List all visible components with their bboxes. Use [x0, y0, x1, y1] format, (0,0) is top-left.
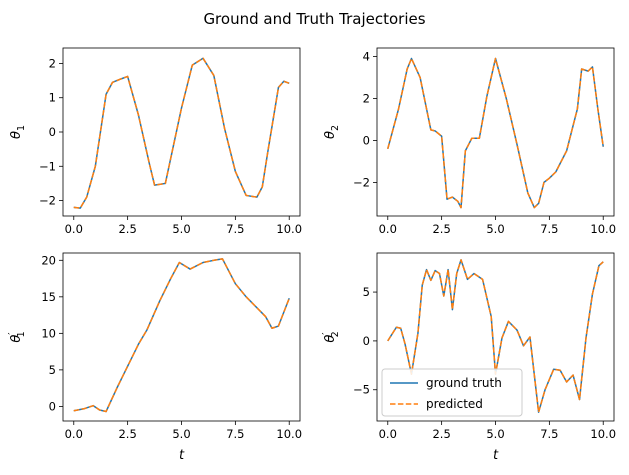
- y-tick-label: 15: [41, 290, 56, 304]
- x-tick-label: 2.5: [432, 222, 450, 236]
- x-tick-label: 2.5: [118, 222, 136, 236]
- x-axis-label: t: [179, 448, 185, 463]
- subplot-1: 0.0 2.5 5.0 7.5 10.0 −2 −1 0 1 2 θ1: [9, 47, 302, 236]
- y-tick-label: −2: [353, 175, 370, 189]
- y-axis-label: θ′2: [321, 331, 341, 342]
- y-tick-label: 0: [363, 133, 370, 147]
- legend-label: ground truth: [426, 376, 502, 390]
- x-tick-label: 0.0: [379, 427, 397, 441]
- x-tick-label: 0.0: [65, 427, 83, 441]
- series-predicted-line: [73, 57, 290, 209]
- y-axis-label: θ′1: [7, 331, 27, 342]
- series-predicted-line: [73, 258, 290, 413]
- y-tick-label: 4: [363, 49, 370, 63]
- x-tick-label: 7.5: [226, 222, 244, 236]
- subplot-2: 0.0 2.5 5.0 7.5 10.0 −2 0 2 4 θ2: [323, 47, 616, 236]
- series-ground-truth-line: [73, 57, 290, 209]
- x-tick-label: 7.5: [540, 427, 558, 441]
- x-tick-label: 0.0: [379, 222, 397, 236]
- figure-title: Ground and Truth Trajectories: [203, 10, 425, 28]
- y-tick-label: 5: [49, 363, 56, 377]
- subplot-3: 0.0 2.5 5.0 7.5 10.0 0 5 10 15 20 θ′1 t: [7, 252, 302, 463]
- y-tick-label: −2: [39, 194, 56, 208]
- x-tick-label: 7.5: [540, 222, 558, 236]
- x-tick-label: 0.0: [65, 222, 83, 236]
- x-axis-label: t: [493, 448, 499, 463]
- y-tick-label: 0: [49, 125, 56, 139]
- x-tick-label: 5.0: [486, 222, 504, 236]
- x-tick-label: 10.0: [276, 222, 302, 236]
- legend-label: predicted: [426, 397, 483, 411]
- y-tick-label: −5: [353, 383, 370, 397]
- series-ground-truth-line: [73, 258, 290, 413]
- x-tick-label: 10.0: [590, 222, 616, 236]
- legend: ground truth predicted: [381, 368, 523, 417]
- x-tick-label: 2.5: [118, 427, 136, 441]
- series-predicted-line: [387, 57, 604, 209]
- y-tick-label: 20: [41, 253, 56, 267]
- x-tick-label: 10.0: [276, 427, 302, 441]
- y-tick-label: 2: [363, 91, 370, 105]
- y-tick-label: −1: [39, 159, 56, 173]
- y-axis-label: θ1: [9, 125, 27, 139]
- axes-frame: [62, 47, 301, 217]
- x-tick-label: 7.5: [226, 427, 244, 441]
- x-tick-label: 5.0: [172, 427, 190, 441]
- series-ground-truth-line: [387, 57, 604, 209]
- x-tick-label: 5.0: [486, 427, 504, 441]
- y-tick-label: 5: [363, 285, 370, 299]
- series-predicted-line: [387, 259, 604, 413]
- y-tick-label: 0: [49, 399, 56, 413]
- y-tick-label: 2: [49, 56, 56, 70]
- x-tick-label: 10.0: [590, 427, 616, 441]
- axes-frame: [62, 252, 301, 422]
- y-tick-label: 10: [41, 326, 56, 340]
- y-tick-label: 0: [363, 334, 370, 348]
- x-tick-label: 2.5: [432, 427, 450, 441]
- axes-frame: [376, 47, 615, 217]
- subplot-4: 0.0 2.5 5.0 7.5 10.0 −5 0 5 θ′2 t ground truth pred…: [321, 252, 616, 463]
- y-axis-label: θ2: [323, 125, 341, 139]
- y-tick-label: 1: [49, 91, 56, 105]
- x-tick-label: 5.0: [172, 222, 190, 236]
